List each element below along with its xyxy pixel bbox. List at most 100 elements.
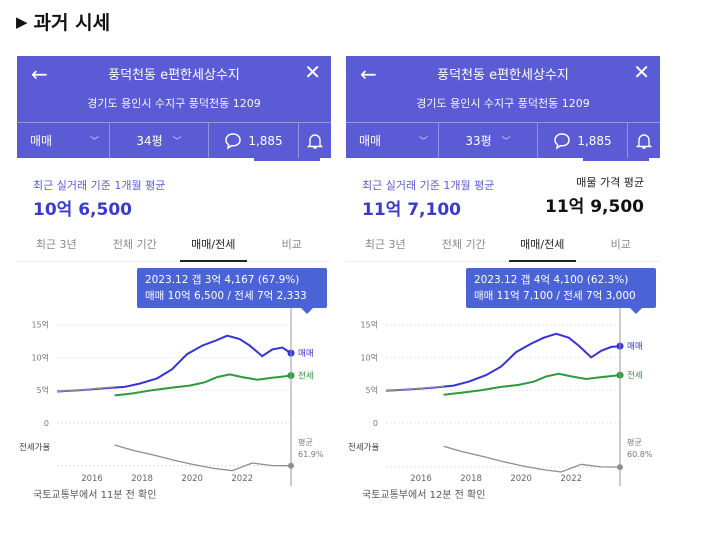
toolbar-underline: [583, 158, 649, 161]
comments-button[interactable]: 1,885: [209, 123, 299, 158]
comments-button[interactable]: 1,885: [538, 123, 628, 158]
bell-icon: [636, 133, 652, 149]
x-tick-label: 2020: [181, 474, 203, 484]
triangle-marker-icon: ▶: [16, 12, 28, 31]
area-dropdown[interactable]: 33평 ﹀: [439, 123, 538, 158]
series-line-jeonse: [114, 373, 292, 397]
series-label: 전세: [298, 371, 314, 382]
data-source-note: 국토교통부에서 11분 전 확인: [33, 490, 157, 501]
tab-recent-3y[interactable]: 최근 3년: [35, 238, 77, 251]
recent-price: 11억 7,100: [362, 200, 461, 220]
chevron-down-icon: ﹀: [418, 137, 428, 147]
ratio-label: 전세가율: [348, 442, 379, 453]
x-tick-label: 2018: [460, 474, 482, 484]
listing-price: 11억 9,500: [545, 197, 644, 217]
series-label: 전세: [627, 370, 643, 381]
x-tick-label: 2016: [410, 474, 432, 484]
ratio-end-point: [617, 464, 623, 471]
ratio-line: [443, 445, 621, 473]
complex-address: 경기도 용인시 수지구 풍덕천동 1209: [416, 97, 590, 110]
comments-count: 1,885: [577, 133, 612, 148]
series-line-jeonse: [443, 372, 621, 396]
series-line-sale: [385, 332, 621, 392]
close-icon[interactable]: ✕: [633, 60, 650, 84]
series-line-past: [385, 385, 444, 392]
price-panel: ← 풍덕천동 e편한세상수지 ✕ 경기도 용인시 수지구 풍덕천동 1209 매…: [17, 56, 331, 503]
chart-tabs: 최근 3년 전체 기간 매매/전세 비교: [346, 232, 660, 262]
y-tick-label: 15억: [31, 320, 49, 330]
tab-sale-jeonse[interactable]: 매매/전세: [503, 232, 582, 262]
deal-type-label: 매매: [359, 134, 382, 148]
ratio-avg-value: 61.9%: [298, 450, 324, 459]
area-dropdown[interactable]: 34평 ﹀: [110, 123, 209, 158]
listing-caption: 매물 가격 평균: [576, 176, 644, 189]
comments-count: 1,885: [248, 133, 283, 148]
y-tick-label: 15억: [360, 320, 378, 330]
area-label: 33평: [465, 134, 492, 148]
ratio-avg-label: 평균: [627, 437, 642, 447]
chart-tooltip: 2023.12 갭 3억 4,167 (67.9%) 매매 10억 6,500 …: [137, 268, 327, 314]
area-label: 34평: [136, 134, 163, 148]
series-line-past: [56, 386, 115, 393]
tab-all-period[interactable]: 전체 기간: [441, 238, 486, 251]
tab-all-period[interactable]: 전체 기간: [112, 238, 157, 251]
back-arrow-icon[interactable]: ←: [360, 62, 377, 86]
ratio-line: [114, 444, 292, 472]
chevron-down-icon: ﹀: [172, 137, 182, 147]
complex-title: 풍덕천동 e편한세상수지: [437, 68, 569, 83]
complex-title: 풍덕천동 e편한세상수지: [108, 68, 240, 83]
tooltip-gap-line: 2023.12 갭 4억 4,100 (62.3%): [474, 274, 629, 286]
deal-type-label: 매매: [30, 134, 53, 148]
data-source-note: 국토교통부에서 12분 전 확인: [362, 490, 486, 501]
series-label: 매매: [627, 342, 643, 352]
panel-header: ← 풍덕천동 e편한세상수지 ✕ 경기도 용인시 수지구 풍덕천동 1209 매…: [17, 56, 331, 158]
bell-icon: [307, 133, 323, 149]
tooltip-price-line: 매매 10억 6,500 / 전세 7억 2,333: [145, 290, 307, 302]
tab-sale-jeonse[interactable]: 매매/전세: [174, 232, 253, 262]
chart-tooltip: 2023.12 갭 4억 4,100 (62.3%) 매매 11억 7,100 …: [466, 268, 656, 314]
toolbar-underline: [254, 158, 320, 161]
y-tick-label: 10억: [360, 352, 378, 362]
notification-button[interactable]: [628, 123, 660, 158]
y-tick-label: 5억: [366, 385, 378, 395]
tab-compare[interactable]: 비교: [281, 238, 302, 251]
x-tick-label: 2022: [560, 474, 582, 484]
complex-address: 경기도 용인시 수지구 풍덕천동 1209: [87, 97, 261, 110]
recent-caption: 최근 실거래 기준 1개월 평균: [362, 179, 495, 192]
section-title-text: 과거 시세: [33, 12, 111, 34]
tooltip-gap-line: 2023.12 갭 3억 4,167 (67.9%): [145, 274, 300, 286]
y-tick-label: 10억: [31, 352, 49, 362]
series-line-sale: [56, 334, 292, 393]
chevron-down-icon: ﹀: [501, 137, 511, 147]
chevron-down-icon: ﹀: [89, 137, 99, 147]
tab-recent-3y[interactable]: 최근 3년: [364, 238, 406, 251]
deal-type-dropdown[interactable]: 매매 ﹀: [17, 123, 110, 158]
x-tick-label: 2016: [81, 474, 103, 484]
section-title: ▶ 과거 시세: [16, 8, 110, 35]
deal-type-dropdown[interactable]: 매매 ﹀: [346, 123, 439, 158]
recent-price: 10억 6,500: [33, 200, 132, 220]
panel-header: ← 풍덕천동 e편한세상수지 ✕ 경기도 용인시 수지구 풍덕천동 1209 매…: [346, 56, 660, 158]
tab-compare[interactable]: 비교: [610, 238, 631, 251]
series-label: 매매: [298, 349, 314, 359]
back-arrow-icon[interactable]: ←: [31, 62, 48, 86]
recent-caption: 최근 실거래 기준 1개월 평균: [33, 179, 166, 192]
notification-button[interactable]: [299, 123, 331, 158]
close-icon[interactable]: ✕: [304, 60, 321, 84]
y-tick-label: 0: [373, 419, 378, 428]
tooltip-price-line: 매매 11억 7,100 / 전세 7억 3,000: [474, 290, 636, 302]
ratio-label: 전세가율: [19, 442, 50, 453]
x-tick-label: 2022: [231, 474, 253, 484]
y-tick-label: 5억: [37, 385, 49, 395]
x-tick-label: 2020: [510, 474, 532, 484]
y-tick-label: 0: [44, 419, 49, 428]
ratio-end-point: [288, 462, 294, 469]
ratio-avg-value: 60.8%: [627, 450, 653, 459]
speech-bubble-icon: [554, 132, 571, 150]
ratio-avg-label: 평균: [298, 437, 313, 447]
filter-toolbar: 매매 ﹀ 34평 ﹀ 1,885: [17, 122, 331, 158]
filter-toolbar: 매매 ﹀ 33평 ﹀ 1,885: [346, 122, 660, 158]
x-tick-label: 2018: [131, 474, 153, 484]
